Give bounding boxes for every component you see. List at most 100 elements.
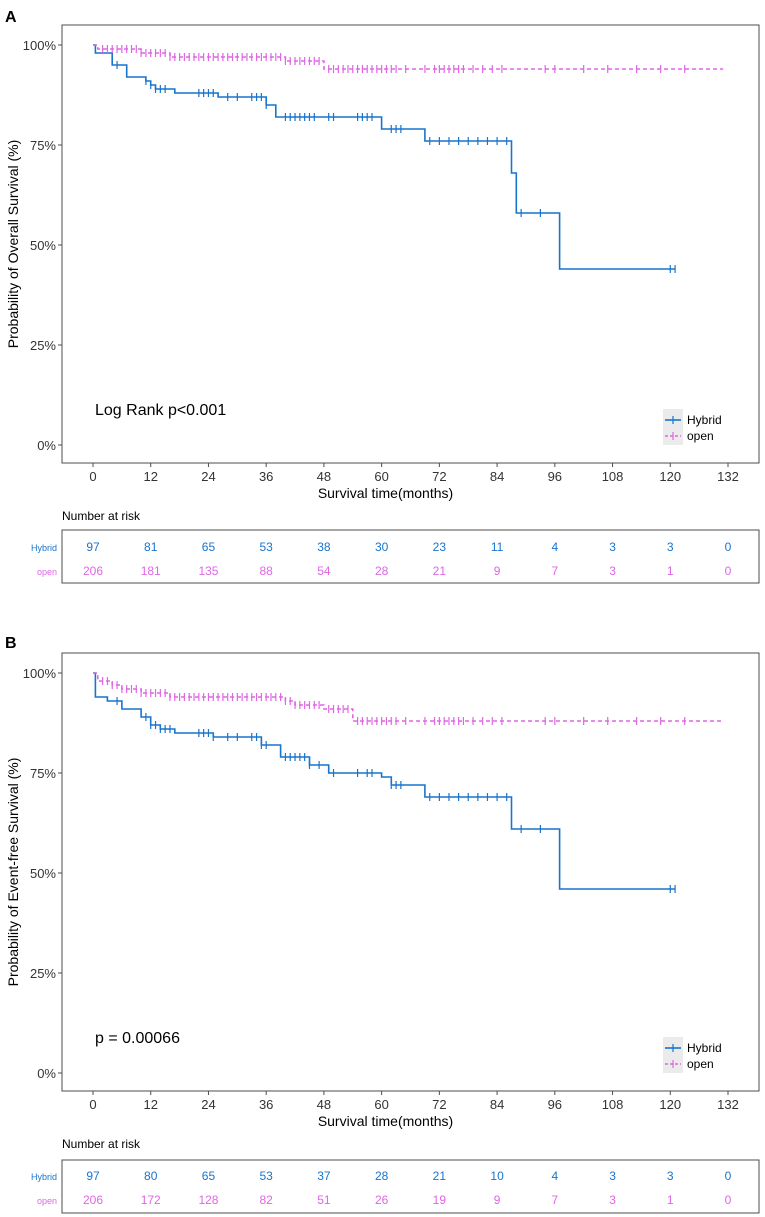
risk-count: 0	[725, 540, 732, 554]
x-tick-label: 72	[432, 469, 446, 484]
risk-count: 53	[260, 540, 274, 554]
km-curve-hybrid	[93, 44, 676, 270]
risk-count: 172	[141, 1193, 161, 1207]
risk-count: 19	[433, 1193, 447, 1207]
risk-row-label: open	[37, 567, 57, 577]
panel-label: B	[5, 635, 17, 652]
y-tick-label: 0%	[37, 1066, 56, 1081]
x-tick-label: 96	[548, 469, 562, 484]
risk-count: 1	[667, 1193, 674, 1207]
risk-count: 38	[317, 540, 331, 554]
y-tick-label: 100%	[23, 666, 57, 681]
risk-count: 206	[83, 1193, 103, 1207]
panel-label: A	[5, 9, 17, 26]
x-tick-label: 0	[89, 469, 96, 484]
x-axis-title: Survival time(months)	[318, 485, 453, 501]
plot-border	[61, 24, 760, 464]
risk-count: 81	[144, 540, 158, 554]
risk-count: 9	[494, 564, 501, 578]
x-tick-label: 24	[201, 1097, 215, 1112]
y-tick-label: 0%	[37, 438, 56, 453]
risk-count: 0	[725, 1169, 732, 1183]
risk-count: 23	[433, 540, 447, 554]
x-tick-label: 12	[143, 469, 157, 484]
risk-count: 128	[198, 1193, 218, 1207]
y-tick-label: 100%	[23, 38, 57, 53]
x-tick-label: 96	[548, 1097, 562, 1112]
risk-count: 53	[260, 1169, 274, 1183]
chart-panel-a: A0%25%50%75%100%0 12 24 36 48 60 72 84 96 108 120 1…	[5, 9, 760, 584]
risk-count: 65	[202, 540, 216, 554]
risk-count: 10	[490, 1169, 504, 1183]
risk-count: 82	[260, 1193, 274, 1207]
risk-table-title: Number at risk	[62, 1137, 141, 1151]
risk-count: 11	[491, 540, 504, 554]
risk-table-border	[61, 529, 760, 584]
x-tick-label: 48	[317, 1097, 331, 1112]
risk-count: 3	[667, 1169, 674, 1183]
legend-label-hybrid: Hybrid	[687, 1041, 722, 1055]
x-tick-label: 84	[490, 1097, 504, 1112]
x-tick-label: 132	[717, 1097, 739, 1112]
risk-count: 3	[609, 1169, 616, 1183]
x-tick-label: 84	[490, 469, 504, 484]
y-tick-label: 50%	[30, 238, 56, 253]
risk-count: 0	[725, 1193, 732, 1207]
risk-count: 21	[433, 564, 447, 578]
risk-count: 30	[375, 540, 389, 554]
x-tick-label: 60	[374, 1097, 388, 1112]
x-tick-label: 24	[201, 469, 215, 484]
risk-count: 7	[551, 564, 558, 578]
legend-label-open: open	[687, 1057, 714, 1071]
risk-row-label: Hybrid	[31, 1172, 57, 1182]
risk-count: 65	[202, 1169, 216, 1183]
risk-count: 7	[551, 1193, 558, 1207]
x-tick-label: 48	[317, 469, 331, 484]
risk-count: 9	[494, 1193, 501, 1207]
p-value-annotation: Log Rank p<0.001	[95, 402, 226, 419]
x-tick-label: 120	[659, 469, 681, 484]
risk-count: 3	[609, 1193, 616, 1207]
risk-count: 181	[141, 564, 161, 578]
x-tick-label: 108	[602, 469, 624, 484]
legend-label-hybrid: Hybrid	[687, 413, 722, 427]
x-tick-label: 0	[89, 1097, 96, 1112]
risk-count: 21	[433, 1169, 447, 1183]
risk-count: 26	[375, 1193, 389, 1207]
risk-count: 37	[317, 1169, 331, 1183]
x-tick-label: 12	[143, 1097, 157, 1112]
y-tick-label: 25%	[30, 338, 56, 353]
risk-count: 97	[86, 1169, 100, 1183]
x-tick-label: 132	[717, 469, 739, 484]
x-tick-label: 36	[259, 1097, 273, 1112]
y-tick-label: 25%	[30, 966, 56, 981]
risk-row-label: Hybrid	[31, 543, 57, 553]
legend: Hybrid open	[663, 409, 722, 445]
risk-count: 3	[667, 540, 674, 554]
y-tick-label: 75%	[30, 766, 56, 781]
risk-count: 135	[198, 564, 218, 578]
x-tick-label: 36	[259, 469, 273, 484]
y-tick-label: 75%	[30, 138, 56, 153]
risk-table-title: Number at risk	[62, 509, 141, 523]
risk-count: 0	[725, 564, 732, 578]
y-axis-title: Probability of Overall Survival (%)	[5, 140, 21, 349]
risk-count: 1	[667, 564, 674, 578]
risk-count: 54	[317, 564, 331, 578]
chart-panel-b: B0%25%50%75%100%0 12 24 36 48 60 72 84 96 108 120 1…	[5, 635, 760, 1214]
risk-count: 3	[609, 540, 616, 554]
risk-count: 80	[144, 1169, 158, 1183]
risk-count: 28	[375, 564, 389, 578]
x-tick-label: 60	[374, 469, 388, 484]
risk-count: 88	[260, 564, 274, 578]
legend-label-open: open	[687, 429, 714, 443]
risk-count: 4	[551, 540, 558, 554]
x-tick-label: 120	[659, 1097, 681, 1112]
plot-border	[61, 652, 760, 1092]
y-axis-title: Probability of Event-free Survival (%)	[5, 758, 21, 987]
risk-count: 206	[83, 564, 103, 578]
risk-count: 3	[609, 564, 616, 578]
legend: Hybrid open	[663, 1037, 722, 1073]
x-tick-label: 72	[432, 1097, 446, 1112]
